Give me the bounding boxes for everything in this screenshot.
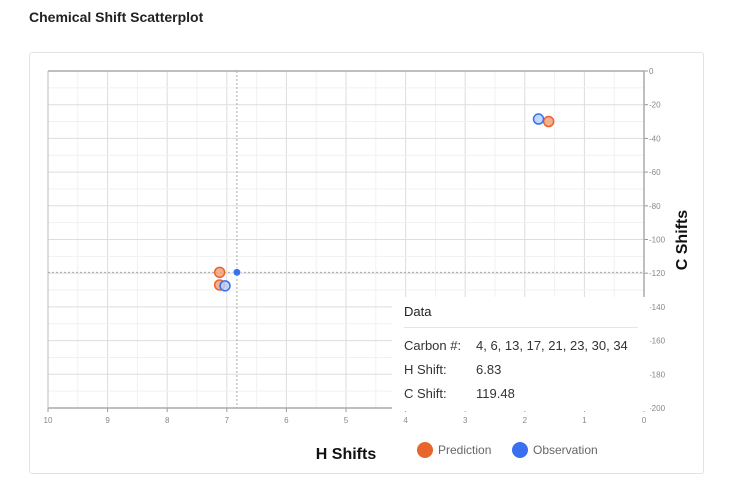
x-tick-label: 9 <box>105 416 110 425</box>
data-point-prediction[interactable] <box>542 115 555 128</box>
x-tick-label: 0 <box>642 416 647 425</box>
data-point-observation-active[interactable] <box>232 267 242 277</box>
scatter-plot[interactable]: 10 9 8 7 6 5 4 3 2 1 00-20-40-60-80-100-120-140-16… <box>30 53 705 475</box>
tooltip-row-c-shift: C Shift: 119.48 <box>404 382 638 406</box>
y-tick-label: -60 <box>649 168 661 177</box>
y-tick-label: -180 <box>649 370 666 379</box>
y-tick-label: 0 <box>649 67 654 76</box>
y-tick-label: -160 <box>649 337 666 346</box>
data-tooltip: Data Carbon #: 4, 6, 13, 17, 21, 23, 30,… <box>392 297 650 411</box>
y-tick-label: -140 <box>649 303 666 312</box>
x-axis-title: H Shifts <box>316 446 377 463</box>
chart-card: 10 9 8 7 6 5 4 3 2 1 0 0 -20 -40 -60 -80 -100 -120 -140 -16… <box>29 52 704 474</box>
tooltip-title: Data <box>404 304 638 328</box>
x-tick-label: 1 <box>582 416 587 425</box>
x-tick-label: 6 <box>284 416 289 425</box>
data-point-prediction[interactable] <box>213 266 226 279</box>
tooltip-label: Carbon #: <box>404 338 462 353</box>
data-point-observation[interactable] <box>219 280 231 292</box>
data-point-observation[interactable] <box>532 113 545 125</box>
x-tick-label: 2 <box>523 416 528 425</box>
x-tick-label: 10 <box>44 416 53 425</box>
legend-label-observation[interactable]: Observation <box>533 443 598 457</box>
tooltip-value: 4, 6, 13, 17, 21, 23, 30, 34 <box>476 338 628 353</box>
tooltip-row-carbon: Carbon #: 4, 6, 13, 17, 21, 23, 30, 34 <box>404 334 638 358</box>
legend-marker-prediction[interactable] <box>417 442 433 458</box>
y-tick-label: -20 <box>649 101 661 110</box>
y-tick-label: -120 <box>649 269 666 278</box>
tooltip-row-h-shift: H Shift: 6.83 <box>404 358 638 382</box>
x-tick-label: 5 <box>344 416 349 425</box>
y-axis-title: C Shifts <box>674 210 691 271</box>
tooltip-label: C Shift: <box>404 386 447 401</box>
legend-label-prediction[interactable]: Prediction <box>438 443 491 457</box>
y-tick-label: -80 <box>649 202 661 211</box>
x-tick-label: 3 <box>463 416 468 425</box>
page-title: Chemical Shift Scatterplot <box>29 9 204 25</box>
y-tick-label: -40 <box>649 134 661 143</box>
tooltip-label: H Shift: <box>404 362 447 377</box>
y-tick-label: -200 <box>649 404 666 413</box>
y-tick-label: -100 <box>649 236 666 245</box>
legend-marker-observation[interactable] <box>512 442 528 458</box>
tooltip-value: 119.48 <box>476 386 515 401</box>
tooltip-value: 6.83 <box>476 362 502 377</box>
x-tick-label: 8 <box>165 416 170 425</box>
x-tick-label: 7 <box>225 416 230 425</box>
x-tick-label: 4 <box>403 416 408 425</box>
